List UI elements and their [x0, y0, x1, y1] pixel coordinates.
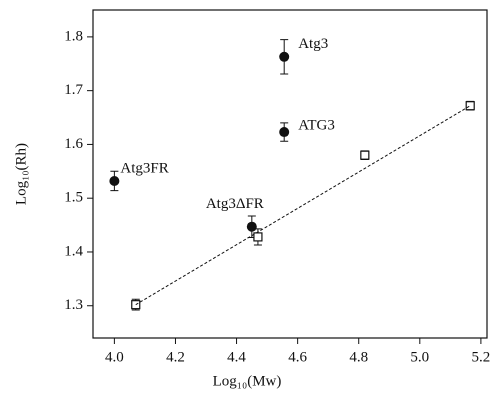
y-axis-label: Log₁₀(Rh): [13, 143, 29, 205]
plot-frame: [92, 9, 488, 339]
point-label: ATG3: [298, 117, 335, 133]
x-tick-label: 5.2: [472, 349, 491, 365]
y-tick-label: 1.8: [64, 28, 83, 44]
x-tick-label: 4.8: [349, 349, 368, 365]
point: [109, 175, 120, 186]
fit-line: [135, 105, 471, 306]
y-tick-label: 1.4: [64, 243, 83, 259]
point: [253, 232, 263, 242]
y-tick-label: 1.7: [64, 82, 83, 98]
point-label: Atg3ΔFR: [206, 196, 264, 212]
y-tick-label: 1.3: [64, 297, 83, 313]
point: [279, 51, 290, 62]
point: [279, 127, 290, 138]
x-axis-label: Log₁₀(Mw): [213, 373, 282, 389]
point-label: Atg3: [298, 36, 328, 52]
point: [465, 101, 475, 111]
point: [360, 150, 370, 160]
x-tick-label: 5.0: [410, 349, 429, 365]
x-tick-label: 4.2: [166, 349, 185, 365]
x-tick-label: 4.0: [105, 349, 124, 365]
point: [246, 221, 257, 232]
y-tick-label: 1.5: [64, 190, 83, 206]
x-tick-label: 4.4: [227, 349, 246, 365]
x-tick-label: 4.6: [288, 349, 307, 365]
point-label: Atg3FR: [120, 160, 168, 176]
y-tick-label: 1.6: [64, 136, 83, 152]
